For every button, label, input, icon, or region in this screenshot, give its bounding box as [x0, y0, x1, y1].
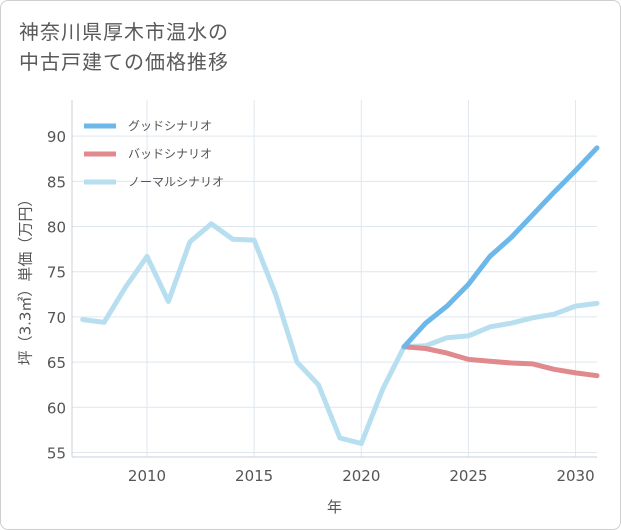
- series-line-0: [401, 145, 600, 350]
- y-tick-label: 75: [47, 264, 66, 282]
- y-tick-label: 70: [47, 309, 66, 327]
- y-tick-label: 65: [47, 354, 66, 372]
- legend-label: バッドシナリオ: [128, 147, 212, 161]
- y-tick-label: 90: [47, 128, 66, 146]
- y-tick-label: 60: [47, 399, 66, 417]
- legend-label: グッドシナリオ: [128, 119, 212, 133]
- series-line-2: [80, 221, 600, 446]
- x-axis-ticks: 2010 2015 2020 2025 2030: [128, 467, 595, 485]
- x-axis-label: 年: [327, 498, 342, 516]
- x-tick-label: 2015: [235, 467, 273, 485]
- y-tick-label: 85: [47, 173, 66, 191]
- x-tick-label: 2020: [342, 467, 380, 485]
- x-tick-label: 2030: [556, 467, 594, 485]
- x-tick-label: 2010: [128, 467, 166, 485]
- x-tick-label: 2025: [449, 467, 487, 485]
- y-tick-label: 80: [47, 219, 66, 237]
- y-axis-ticks: 55 60 65 70 75 80 85 90: [47, 128, 66, 462]
- series-lines: [80, 145, 600, 446]
- chart-title: 神奈川県厚木市温水の 中古戸建ての価格推移: [19, 17, 229, 77]
- y-tick-label: 55: [47, 444, 66, 462]
- legend-label: ノーマルシナリオ: [128, 175, 224, 189]
- y-axis-label: 坪（3.3㎡）単価（万円）: [17, 192, 35, 366]
- chart-title-line-1: 神奈川県厚木市温水の: [19, 20, 229, 44]
- chart-title-line-2: 中古戸建ての価格推移: [19, 50, 229, 74]
- grid-lines: [71, 100, 597, 458]
- series-line-1: [401, 344, 600, 379]
